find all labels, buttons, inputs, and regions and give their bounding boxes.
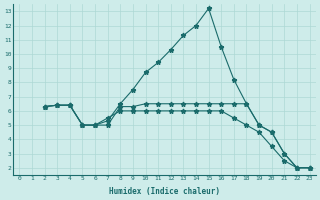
X-axis label: Humidex (Indice chaleur): Humidex (Indice chaleur): [109, 187, 220, 196]
